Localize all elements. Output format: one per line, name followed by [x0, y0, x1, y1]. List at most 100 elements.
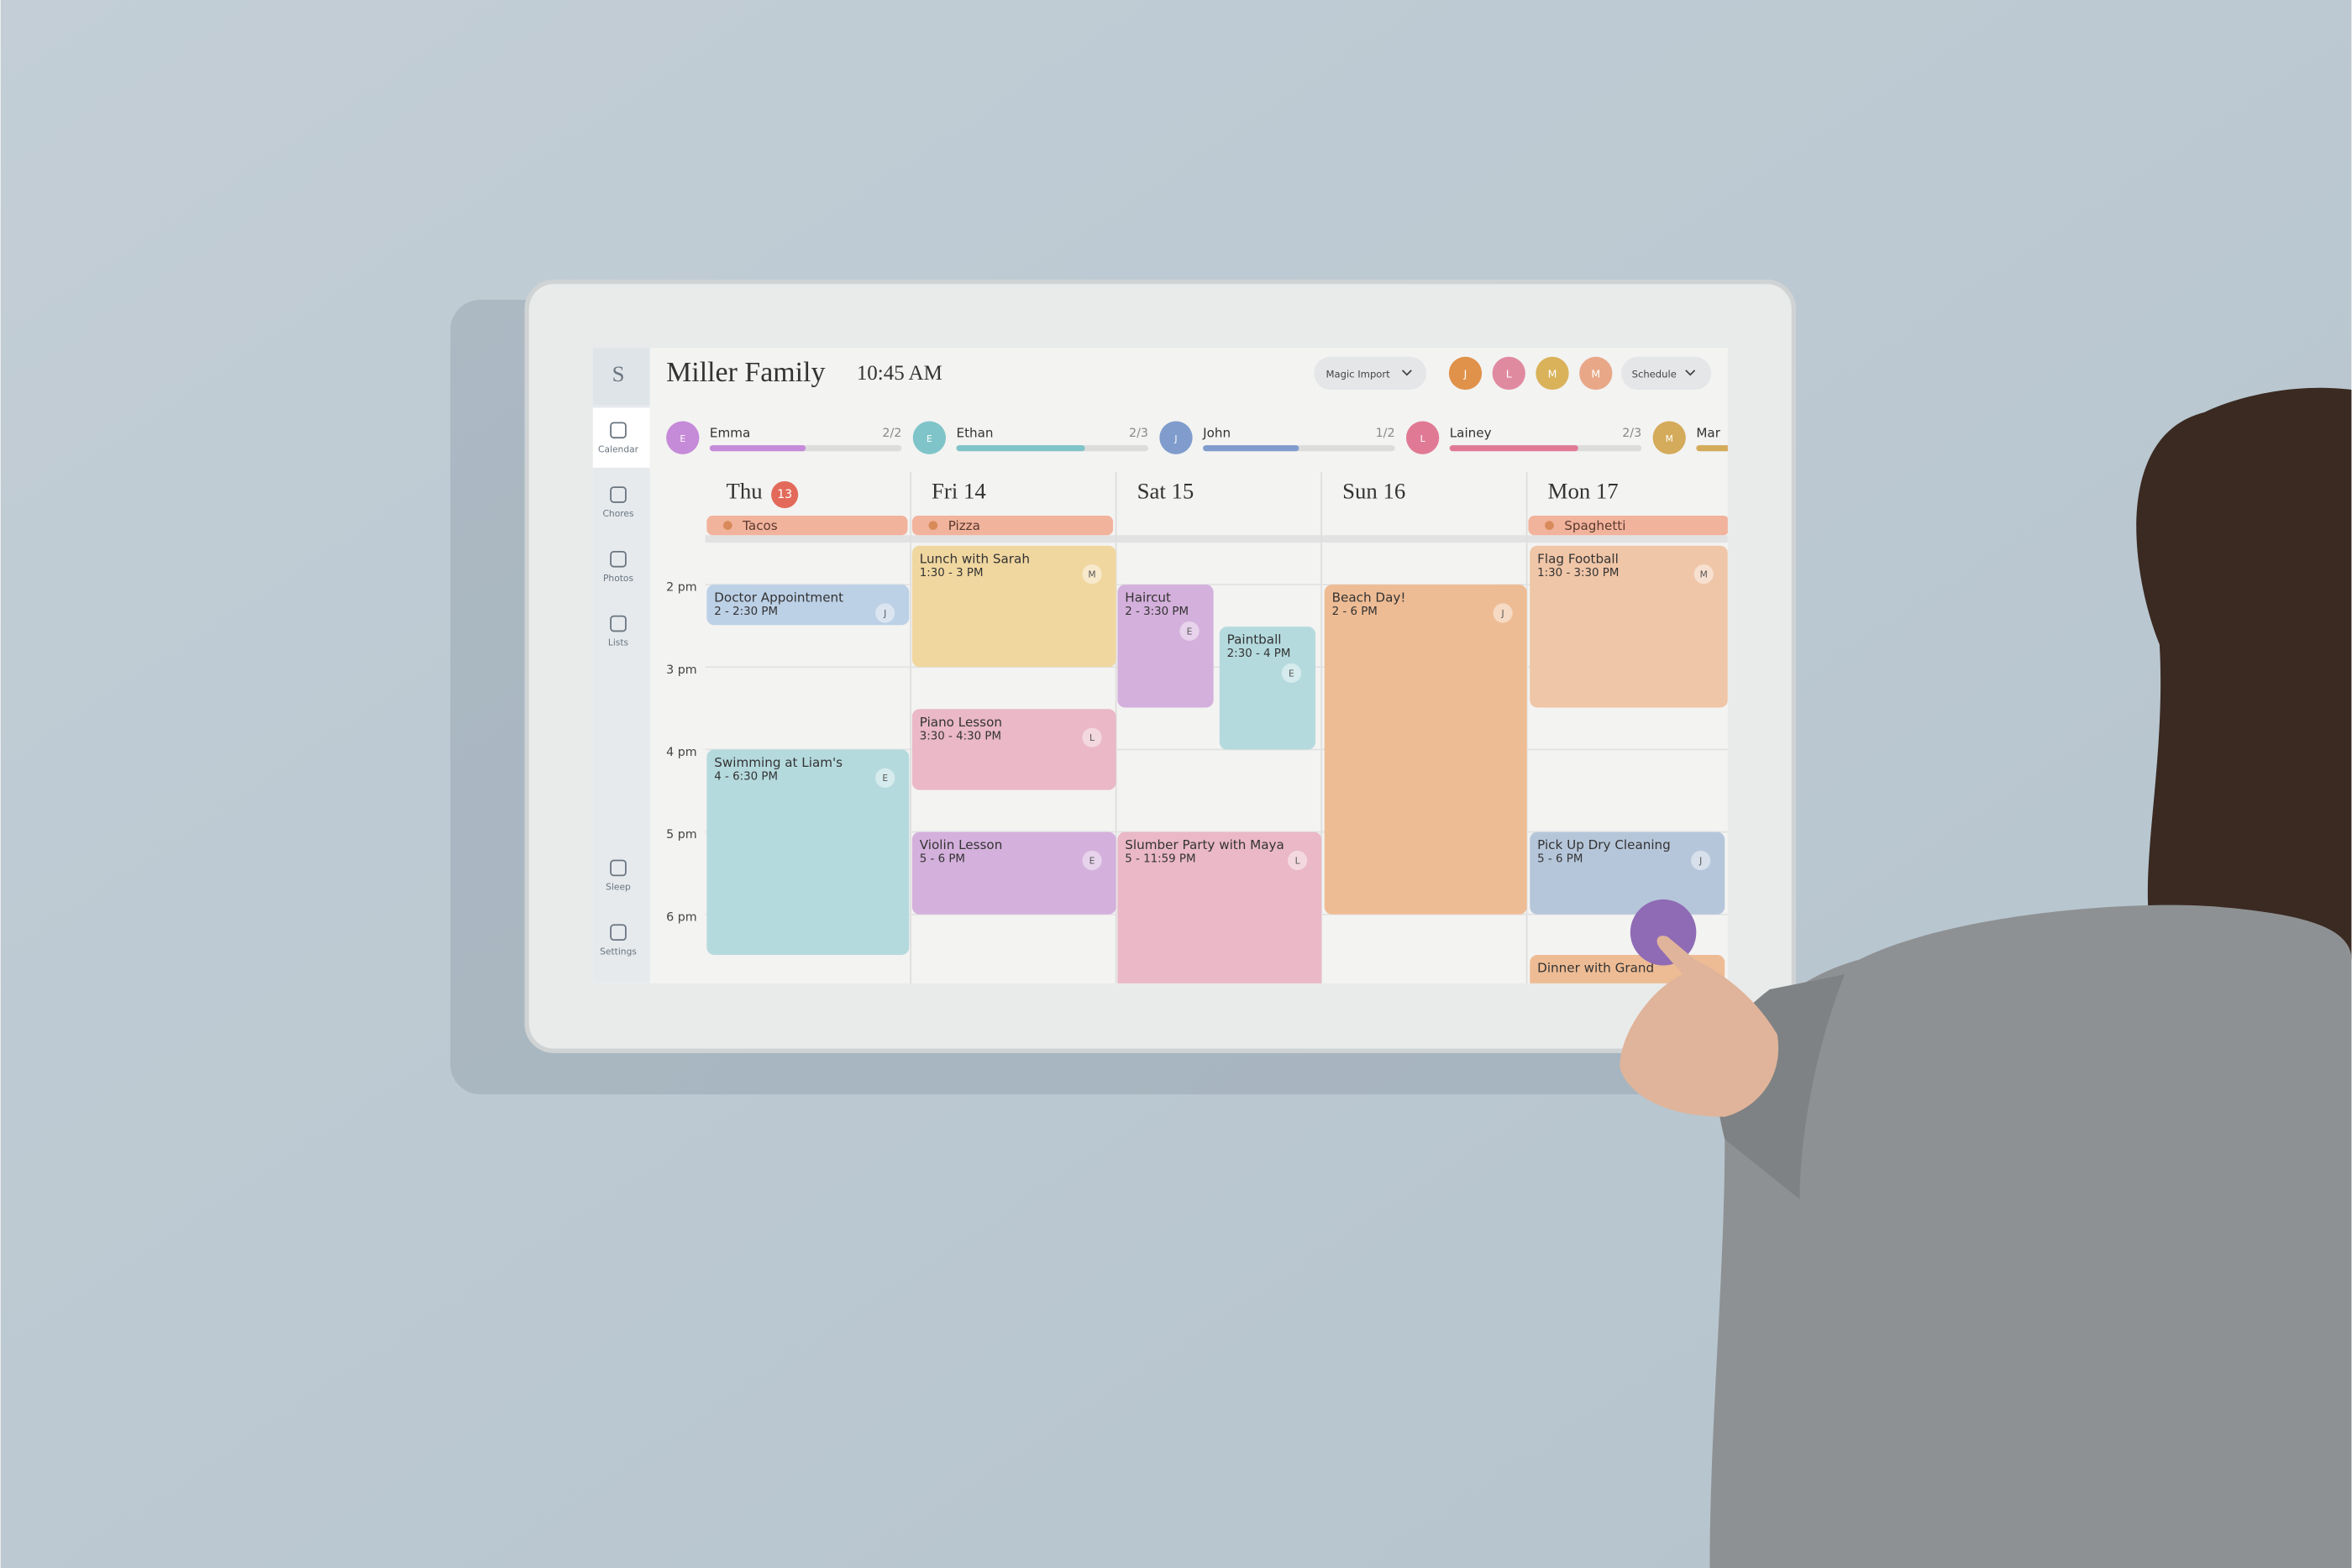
magic-import-button[interactable]	[1314, 356, 1427, 391]
time-label: 2 pm	[666, 581, 697, 595]
event-avatar	[875, 768, 895, 788]
event-card[interactable]	[911, 831, 1116, 915]
event-avatar-initial: M	[1088, 569, 1095, 580]
magic-import-label: Magic Import	[1326, 369, 1390, 380]
avatar-initial: J	[1463, 368, 1467, 380]
meal-bar[interactable]	[911, 516, 1114, 536]
progress-fill	[1696, 445, 1728, 452]
person	[1620, 387, 2352, 1568]
sidebar-icon[interactable]	[610, 550, 627, 568]
chevron	[1685, 370, 1696, 376]
member-avatar[interactable]	[1405, 421, 1440, 454]
event-avatar-initial: L	[1295, 855, 1300, 866]
all-day-divider	[705, 535, 1728, 543]
event-title: Beach Day!	[1332, 590, 1406, 606]
member-avatar[interactable]	[1652, 421, 1686, 454]
sidebar-icon[interactable]	[610, 486, 627, 503]
event-avatar	[1179, 621, 1200, 642]
sidebar-icon[interactable]	[610, 924, 627, 941]
event-card[interactable]	[706, 585, 910, 626]
event-time: 5 - 6 PM	[1537, 853, 1583, 866]
event-time: 2:30 - 4 PM	[1227, 648, 1291, 660]
avatar-initial: M	[1548, 368, 1557, 380]
member-avatar[interactable]	[912, 421, 947, 454]
hair	[2136, 387, 2352, 960]
chevron	[1401, 370, 1412, 376]
sidebar-icon[interactable]	[610, 422, 627, 439]
member-name: Mar	[1696, 425, 1720, 440]
day-label: Sat 15	[1137, 478, 1194, 503]
event[interactable]: Swimming at Liam's4 - 6:30 PM E	[706, 749, 910, 955]
avatar[interactable]	[1448, 356, 1483, 391]
event-title: Swimming at Liam's	[714, 755, 843, 770]
event-card[interactable]	[706, 749, 910, 955]
meal-bar[interactable]	[706, 516, 908, 536]
sidebar-label[interactable]: Lists	[608, 637, 629, 648]
logo-box	[592, 348, 650, 405]
day-label: Mon 17	[1548, 478, 1619, 503]
event-card[interactable]	[911, 545, 1116, 668]
avatar-initial: L	[1506, 368, 1512, 380]
member-initial: M	[1666, 433, 1673, 444]
meal-label: Spaghetti	[1564, 518, 1625, 533]
avatar[interactable]	[1579, 356, 1613, 391]
member-name: Ethan	[957, 425, 994, 440]
logo: S	[612, 361, 625, 386]
sidebar-label[interactable]: Photos	[603, 573, 633, 584]
event-card[interactable]	[1530, 545, 1728, 708]
day-label: Thu	[727, 478, 763, 503]
progress-fill	[956, 445, 1085, 452]
event-title: Haircut	[1125, 590, 1171, 606]
clock: 10:45 AM	[857, 362, 942, 385]
sidebar-label[interactable]: Settings	[600, 946, 637, 957]
event[interactable]: Beach Day!2 - 6 PM J	[1324, 585, 1527, 915]
event-avatar-initial: L	[1089, 732, 1095, 743]
event-avatar	[1691, 850, 1711, 871]
sidebar-label[interactable]: Chores	[602, 508, 634, 519]
event-avatar-initial: M	[1700, 569, 1708, 580]
event-time: 2 - 3:30 PM	[1125, 606, 1189, 618]
event-card[interactable]	[1219, 627, 1315, 750]
avatar[interactable]	[1536, 356, 1569, 391]
member-avatar[interactable]	[1159, 421, 1193, 454]
event-card[interactable]	[1530, 831, 1725, 915]
event-title: Pick Up Dry Cleaning	[1537, 837, 1671, 852]
event-card[interactable]	[1117, 831, 1322, 989]
event-card[interactable]	[911, 709, 1116, 790]
event-avatar-initial: J	[1501, 608, 1504, 619]
meal-icon	[722, 521, 732, 530]
event-card[interactable]	[1117, 585, 1214, 708]
schedule-button[interactable]	[1621, 356, 1712, 391]
member-name: Emma	[710, 425, 750, 440]
avatar[interactable]	[1492, 356, 1525, 391]
sweater	[1709, 905, 2352, 1568]
event-avatar-initial: J	[1698, 855, 1702, 866]
hand	[1620, 936, 1779, 1117]
member-progress: 1/2	[1376, 427, 1395, 440]
event-time: 5 - 6 PM	[920, 853, 965, 866]
member-avatar[interactable]	[666, 421, 700, 454]
meal-bar[interactable]	[1528, 516, 1729, 536]
sidebar-icon[interactable]	[610, 615, 627, 632]
event-avatar	[1082, 564, 1102, 585]
member-initial: E	[680, 433, 685, 444]
schedule-label: Schedule	[1632, 369, 1677, 380]
calendar-app: S Miller Family 10:45 AM Magic Import Sc…	[592, 348, 1729, 989]
progress-fill	[1203, 445, 1299, 452]
sidebar-icon[interactable]	[610, 859, 627, 877]
event-title: Lunch with Sarah	[920, 551, 1030, 566]
time-label: 4 pm	[666, 746, 697, 759]
sidebar-label[interactable]: Sleep	[606, 882, 631, 893]
sidebar-label[interactable]: Calendar	[598, 443, 639, 454]
event-card[interactable]	[1324, 585, 1527, 915]
